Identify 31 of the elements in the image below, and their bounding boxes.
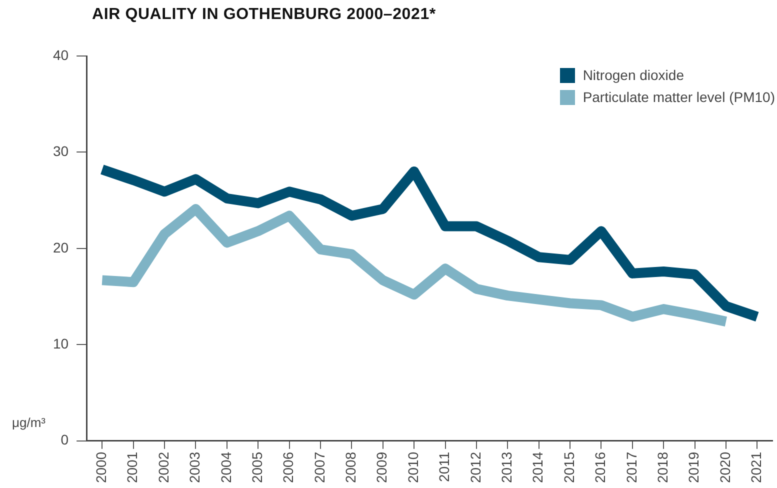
x-tick-label: 2016 <box>592 452 608 484</box>
x-tick-label: 2017 <box>623 452 640 484</box>
legend-label: Nitrogen dioxide <box>582 67 684 83</box>
x-tick-label: 2020 <box>716 452 733 484</box>
x-tick-label: 2021 <box>748 452 764 484</box>
x-tick-label: 2011 <box>436 452 452 482</box>
y-tick-label: 10 <box>52 336 69 352</box>
x-tick-label: 2013 <box>498 452 514 484</box>
y-tick-label: 20 <box>52 239 69 256</box>
x-tick-label: 2004 <box>218 452 234 484</box>
legend-label: Particulate matter level (PM10) <box>582 89 775 105</box>
x-tick-label: 2008 <box>342 452 359 484</box>
y-axis-title: μg/m³ <box>12 415 46 430</box>
x-tick-label: 2005 <box>248 452 265 484</box>
x-tick-label: 2002 <box>155 452 172 484</box>
y-tick-label: 0 <box>60 432 69 448</box>
x-tick-label: 2015 <box>560 452 577 484</box>
y-tick-label: 40 <box>52 46 69 63</box>
x-tick-label: 2012 <box>467 452 484 484</box>
x-tick-label: 2019 <box>686 452 702 484</box>
x-tick-label: 2010 <box>404 452 421 484</box>
x-tick-label: 2003 <box>186 452 203 484</box>
chart-title: AIR QUALITY IN GOTHENBURG 2000–2021* <box>92 6 436 24</box>
y-tick-label: 30 <box>52 143 69 160</box>
x-tick-label: 2001 <box>124 452 140 484</box>
x-tick-label: 2009 <box>374 452 390 484</box>
x-tick-label: 2006 <box>280 452 296 484</box>
x-tick-label: 2018 <box>654 452 670 484</box>
x-tick-label: 2014 <box>530 452 546 484</box>
x-tick-label: 2000 <box>93 452 110 484</box>
x-tick-label: 2007 <box>311 452 328 484</box>
